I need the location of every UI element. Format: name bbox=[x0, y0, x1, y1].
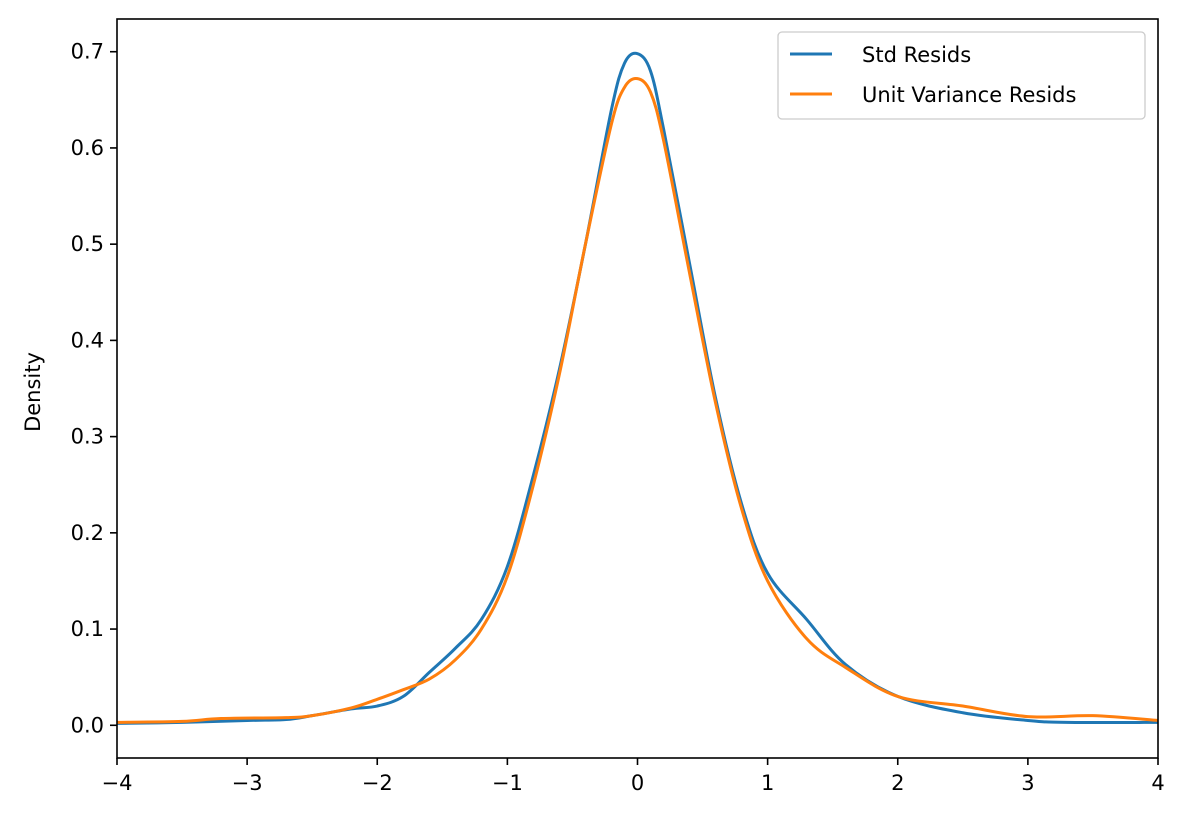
x-tick-label: −4 bbox=[102, 771, 133, 795]
y-tick-label: 0.4 bbox=[71, 328, 104, 352]
x-tick-label: −3 bbox=[232, 771, 263, 795]
x-axis: −4 −3 −2 −1 0 1 2 3 4 bbox=[102, 758, 1165, 795]
y-axis-label: Density bbox=[21, 352, 45, 432]
legend-label-2: Unit Variance Resids bbox=[862, 83, 1076, 107]
series-line-2 bbox=[117, 76, 1158, 724]
x-tick-label: −2 bbox=[362, 771, 393, 795]
x-tick-label: 2 bbox=[891, 771, 904, 795]
series-layer bbox=[117, 51, 1158, 725]
x-tick-label: −1 bbox=[492, 771, 523, 795]
y-tick-label: 0.1 bbox=[71, 617, 104, 641]
x-tick-label: 3 bbox=[1021, 771, 1034, 795]
y-tick-label: 0.2 bbox=[71, 521, 104, 545]
series-line-1 bbox=[117, 51, 1158, 725]
y-tick-label: 0.6 bbox=[71, 136, 104, 160]
y-tick-label: 0.0 bbox=[71, 713, 104, 737]
legend: Std Resids Unit Variance Resids bbox=[777, 31, 1146, 120]
y-axis: 0.0 0.1 0.2 0.3 0.4 0.5 0.6 0.7 bbox=[71, 40, 117, 737]
x-tick-label: 4 bbox=[1151, 771, 1164, 795]
x-tick-label: 1 bbox=[761, 771, 774, 795]
legend-box bbox=[777, 31, 1146, 120]
y-tick-label: 0.5 bbox=[71, 232, 104, 256]
legend-label-1: Std Resids bbox=[862, 43, 971, 67]
x-tick-label: 0 bbox=[631, 771, 644, 795]
y-tick-label: 0.3 bbox=[71, 425, 104, 449]
y-tick-label: 0.7 bbox=[71, 40, 104, 64]
